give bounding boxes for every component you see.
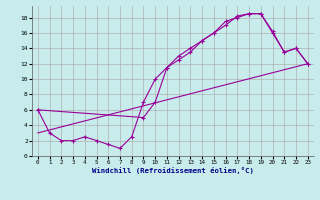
X-axis label: Windchill (Refroidissement éolien,°C): Windchill (Refroidissement éolien,°C) <box>92 167 254 174</box>
